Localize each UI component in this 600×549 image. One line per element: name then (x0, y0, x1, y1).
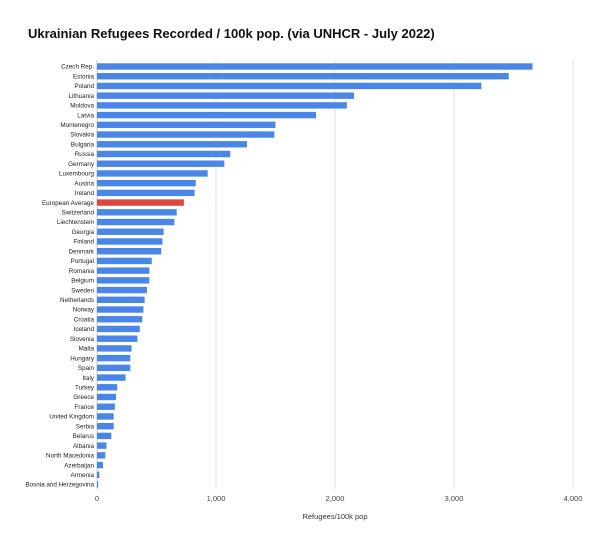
category-label: Montenegro (60, 122, 94, 129)
category-label: Croatia (74, 316, 95, 323)
bar (97, 374, 126, 381)
x-tick-label: 1,000 (207, 494, 226, 503)
bar (97, 354, 131, 362)
bar (97, 209, 177, 216)
category-label: Bosnia and Herzegovina (25, 482, 94, 489)
category-label: Belgium (71, 278, 94, 285)
category-label: Sweden (71, 287, 94, 294)
category-label: European Average (42, 200, 95, 207)
bar (97, 422, 114, 430)
category-label: Slovenia (70, 336, 95, 343)
bar (97, 131, 275, 138)
category-label: Greece (73, 394, 94, 401)
bar (97, 82, 482, 90)
bar (97, 218, 175, 226)
bar (97, 121, 276, 129)
bar (97, 345, 132, 352)
category-label: Georgia (72, 229, 95, 236)
bar (97, 432, 112, 440)
category-label: Turkey (75, 384, 95, 391)
bars (97, 63, 533, 488)
bar (97, 335, 138, 342)
category-label: Spain (78, 365, 95, 372)
category-label: Czech Rep. (61, 64, 94, 71)
bar (97, 306, 144, 313)
category-label: Malta (79, 346, 95, 353)
bar (97, 267, 150, 274)
bar (97, 92, 355, 99)
bar (97, 63, 533, 70)
category-label: Serbia (76, 423, 95, 430)
category-label: Moldova (70, 103, 94, 110)
bar (97, 325, 140, 333)
bar (97, 160, 225, 167)
bar (97, 393, 117, 401)
bar (97, 277, 150, 284)
bar (97, 364, 131, 372)
bar (97, 471, 100, 478)
category-label: Switzerland (61, 210, 94, 217)
category-label: Armenia (71, 472, 95, 479)
category-label: Liechtenstein (57, 219, 95, 226)
category-label: Albania (73, 443, 95, 450)
category-label: France (74, 404, 94, 411)
x-tick-label: 0 (95, 494, 99, 503)
x-tick-labels: 0 1,000 2,000 3,000 4,000 (95, 494, 582, 503)
category-label: Austria (74, 180, 94, 187)
bar (97, 461, 103, 469)
category-label: Ireland (75, 190, 95, 197)
bar (97, 316, 143, 323)
category-labels: Czech Rep. Estonia Poland Lithuania Moldova L… (25, 64, 94, 489)
bar (97, 150, 231, 158)
category-label: Poland (74, 83, 94, 90)
bar (97, 102, 347, 109)
bar (97, 257, 152, 265)
bar (97, 481, 99, 488)
category-label: Lithuania (68, 93, 94, 100)
category-label: Romania (69, 268, 95, 275)
category-label: Slovakia (70, 132, 94, 139)
category-label: Denmark (68, 248, 94, 255)
bar (97, 170, 208, 177)
bar (97, 403, 115, 410)
bar (97, 238, 163, 245)
bar (97, 296, 145, 304)
category-label: Azerbaijan (64, 462, 94, 469)
x-tick-label: 2,000 (326, 494, 345, 503)
bar (97, 228, 164, 235)
category-label: Estonia (73, 73, 95, 80)
category-label: Finland (73, 239, 94, 246)
x-tick-label: 4,000 (564, 494, 583, 503)
category-label: Latvia (77, 112, 94, 119)
bar (97, 189, 195, 197)
bar (97, 442, 107, 449)
bar (97, 73, 509, 80)
category-label: Belarus (73, 433, 94, 440)
category-label: Iceland (74, 326, 95, 333)
category-label: Portugal (71, 258, 94, 265)
category-label: Luxembourg (59, 171, 95, 178)
bar-highlight (97, 199, 184, 206)
category-label: North Macedonia (46, 453, 94, 460)
category-label: Netherlands (60, 297, 94, 304)
chart-title: Ukrainian Refugees Recorded / 100k pop. … (28, 26, 435, 41)
bar (97, 384, 118, 391)
bar (97, 247, 162, 255)
bar (97, 141, 247, 148)
x-tick-label: 3,000 (445, 494, 464, 503)
category-label: Hungary (70, 355, 95, 362)
category-label: Russia (75, 151, 95, 158)
bar (97, 413, 114, 420)
category-label: United Kingdom (49, 414, 94, 421)
x-axis-title: Refugees/100k pop (302, 512, 367, 521)
category-label: Norway (73, 307, 95, 314)
category-label: Germany (68, 161, 95, 168)
bar (97, 286, 147, 294)
bar (97, 111, 316, 119)
category-label: Bulgaria (71, 141, 95, 148)
category-label: Italy (82, 375, 94, 382)
bar (97, 179, 196, 187)
bar (97, 452, 106, 459)
